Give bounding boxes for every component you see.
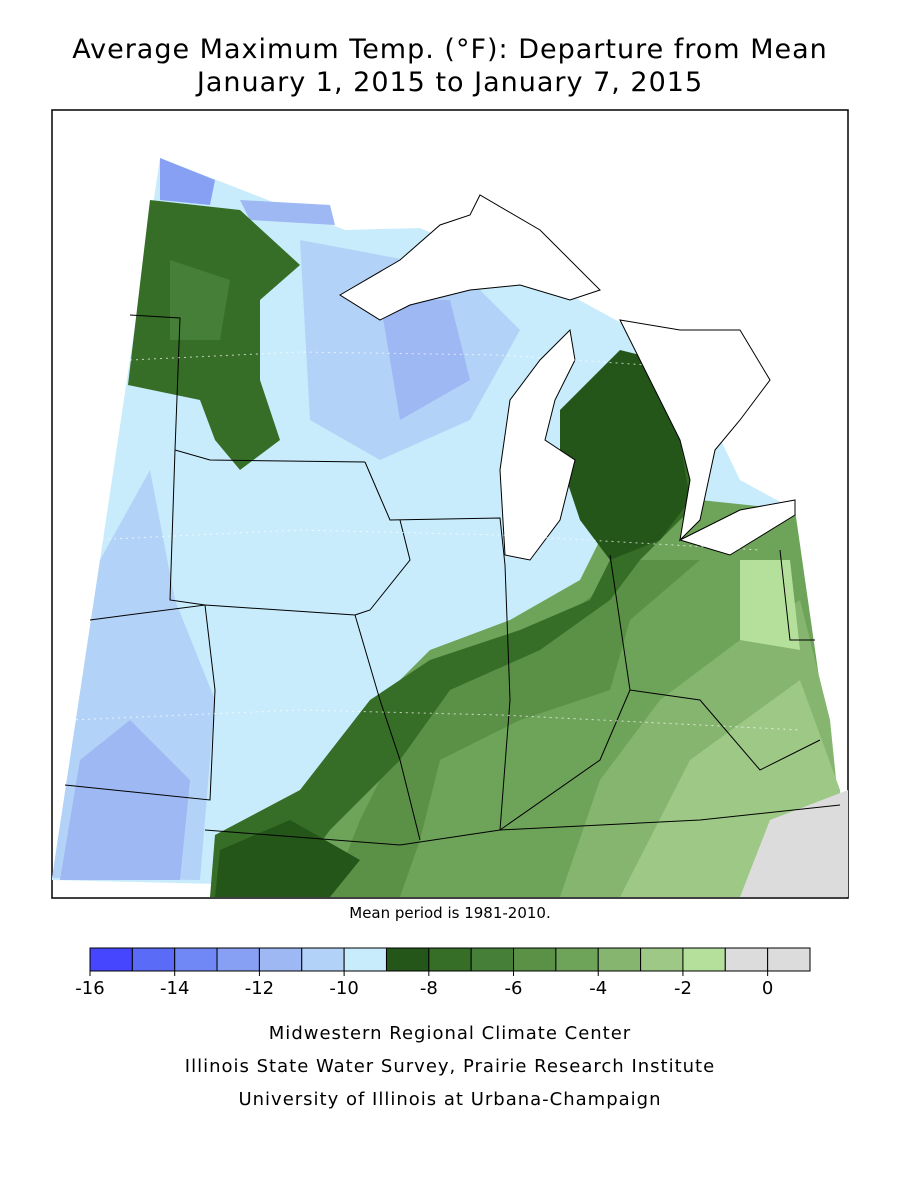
zone: [215, 820, 360, 897]
zone: [330, 560, 700, 897]
legend-swatch: [555, 947, 599, 972]
lake-erie: [678, 499, 796, 556]
zone: [740, 790, 848, 897]
state-border: [629, 689, 821, 771]
legend-tick-label: -14: [160, 978, 189, 999]
borders: [64, 314, 841, 846]
legend-tick-label: -8: [420, 978, 438, 999]
legend-tick-label: -10: [329, 978, 358, 999]
legend-swatch: [682, 947, 726, 972]
credit-line: University of Illinois at Urbana-Champai…: [238, 1089, 661, 1110]
grid-line: [69, 709, 801, 731]
zone: [560, 350, 690, 560]
zone: [60, 720, 190, 880]
state-border: [354, 519, 421, 841]
legend-swatch: [513, 947, 557, 972]
legend-swatch: [258, 947, 303, 972]
zone: [380, 300, 470, 420]
title-line: Average Maximum Temp. (°F): Departure fr…: [72, 34, 828, 65]
legend-tick-label: -12: [245, 978, 274, 999]
legend-tick-label: -2: [674, 978, 692, 999]
legend-swatch: [470, 947, 515, 972]
mean-period-note: Mean period is 1981-2010.: [349, 904, 550, 922]
grid-line: [89, 529, 761, 551]
lake-superior: [339, 194, 601, 321]
lake-michigan: [499, 328, 576, 561]
legend-swatch: [597, 947, 642, 972]
legend-swatch: [343, 947, 387, 972]
legend-swatch: [724, 947, 769, 972]
legend-tick-label: -6: [505, 978, 523, 999]
legend-swatch: [89, 947, 133, 972]
graticule: [69, 351, 801, 731]
legend-swatch: [301, 947, 345, 972]
legend-tick-label: -4: [589, 978, 607, 999]
state-border: [64, 604, 216, 801]
legend-swatch: [428, 947, 472, 972]
legend-swatch: [131, 947, 176, 972]
zone: [210, 360, 690, 897]
zone: [240, 200, 335, 225]
state-border: [364, 461, 511, 831]
map: [51, 109, 849, 899]
credit-line: Illinois State Water Survey, Prairie Res…: [185, 1056, 715, 1077]
lake-huron: [619, 319, 771, 542]
state-border: [499, 554, 631, 831]
state-border: [779, 549, 815, 641]
state-border: [169, 449, 356, 616]
subtitle-line: January 1, 2015 to January 7, 2015: [195, 67, 703, 98]
color-legend: -16 -14 -12 -10 -8 -6 -4 -2 0: [75, 947, 811, 999]
zone: [170, 260, 230, 340]
credit-line: Midwestern Regional Climate Center: [269, 1023, 631, 1044]
legend-swatch: [640, 947, 684, 972]
zone: [160, 158, 215, 205]
grid-line: [129, 351, 721, 371]
legend-swatch: [385, 947, 430, 972]
legend-tick-label: -16: [75, 978, 104, 999]
legend-swatch: [216, 947, 260, 972]
zone: [740, 560, 800, 650]
legend-swatch: [767, 947, 811, 972]
legend-swatch: [174, 947, 218, 972]
lakes: [339, 194, 796, 561]
legend-tick-label: 0: [762, 978, 773, 999]
